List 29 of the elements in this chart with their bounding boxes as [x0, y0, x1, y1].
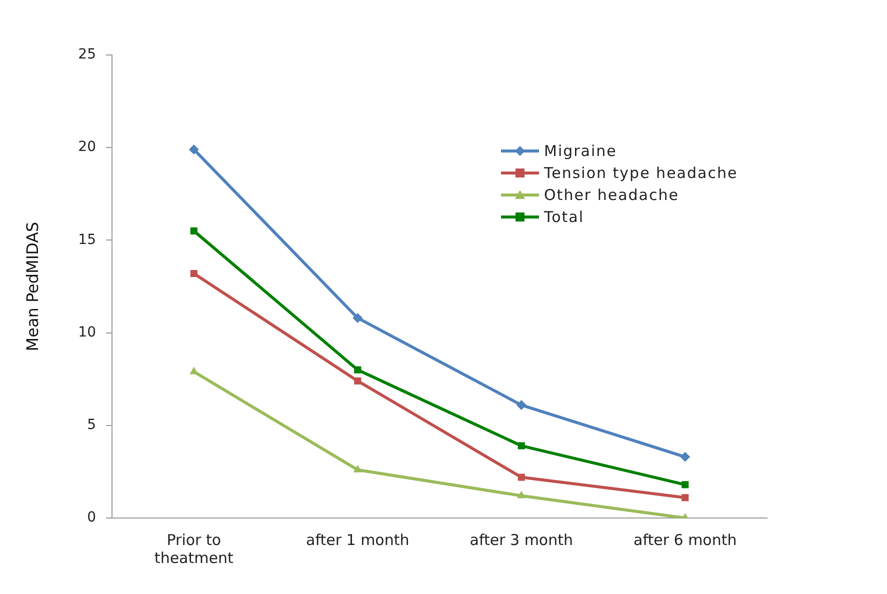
point	[190, 227, 198, 234]
y-tick-label: 0	[87, 510, 96, 526]
point	[517, 490, 526, 498]
y-tick-label: 15	[78, 232, 96, 248]
legend-label: Tension type headache	[544, 164, 738, 182]
y-tick-label: 5	[87, 417, 96, 434]
point	[188, 144, 199, 154]
point	[354, 366, 362, 374]
point	[518, 474, 525, 481]
legend-label: Migraine	[544, 142, 617, 160]
point	[680, 452, 690, 462]
point	[682, 481, 689, 488]
x-tick-label: Prior to theatment	[154, 530, 234, 567]
y-tick-label: 25	[78, 46, 96, 63]
y-tick-label: 10	[78, 324, 96, 340]
point	[354, 377, 362, 384]
y-axis-title: Mean PedMIDAS	[22, 222, 42, 352]
point	[516, 400, 526, 410]
point	[353, 464, 362, 472]
legend-label: Total	[544, 208, 584, 226]
point	[190, 270, 198, 278]
y-tick-label: 20	[78, 139, 96, 156]
point	[352, 312, 363, 323]
legend-label: Other headache	[544, 186, 679, 204]
x-tick-label: after 6 month	[634, 530, 737, 549]
point	[682, 494, 689, 502]
x-tick-label: after 3 month	[470, 530, 574, 549]
x-tick-label: after 1 month	[306, 530, 410, 549]
point	[518, 442, 525, 450]
